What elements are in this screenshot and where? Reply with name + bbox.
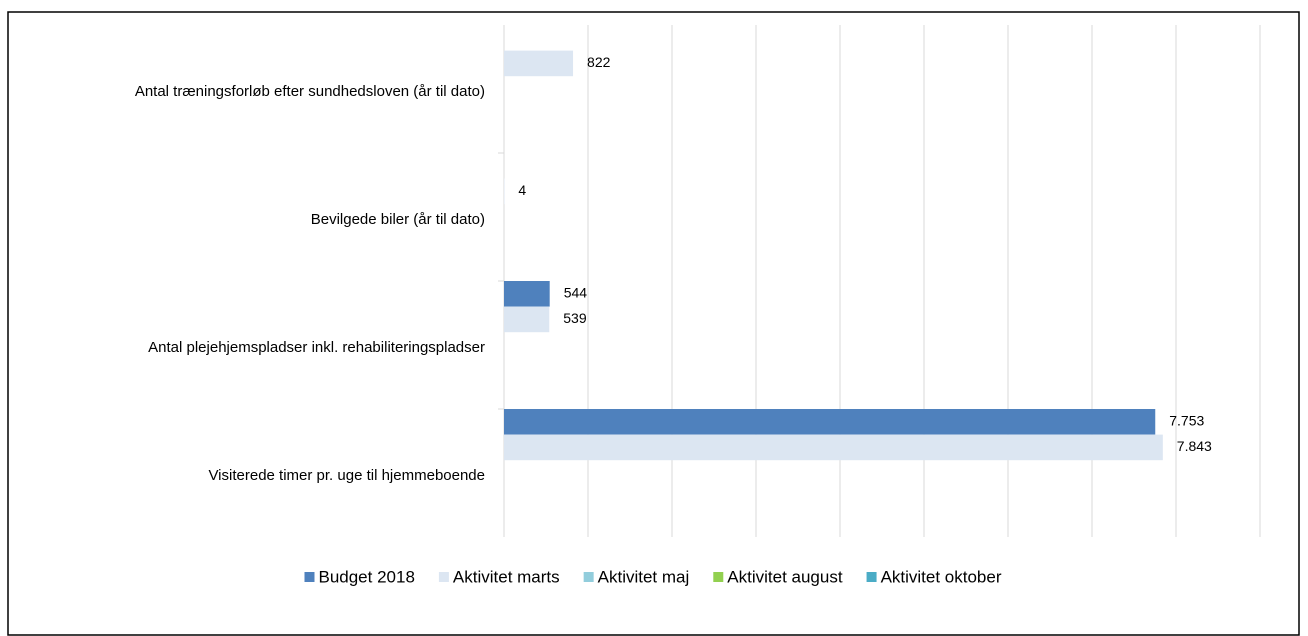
bar xyxy=(504,434,1163,461)
legend-swatch xyxy=(304,572,315,582)
y-tick-label: Antal træningsforløb efter sundhedsloven… xyxy=(135,83,485,100)
y-tick-label: Antal plejehjemspladser inkl. rehabilite… xyxy=(148,339,485,356)
y-tick-label: Visiterede timer pr. uge til hjemmeboend… xyxy=(208,467,485,484)
legend-swatch xyxy=(713,572,724,582)
data-label: 7.753 xyxy=(1169,413,1204,429)
bar xyxy=(504,178,505,205)
chart-border xyxy=(7,11,1300,636)
data-label: 539 xyxy=(563,310,587,326)
legend-label: Aktivitet marts xyxy=(453,567,560,586)
legend-swatch xyxy=(866,572,877,582)
legend-label: Aktivitet august xyxy=(727,567,843,586)
bar xyxy=(504,306,550,333)
bar xyxy=(504,409,1156,435)
data-label: 544 xyxy=(564,285,588,301)
data-label: 4 xyxy=(518,182,526,198)
legend-swatch xyxy=(438,572,449,582)
y-tick-label: Bevilgede biler (år til dato) xyxy=(311,211,485,228)
legend-label: Aktivitet oktober xyxy=(881,567,1002,586)
bar xyxy=(504,50,574,77)
legend-label: Budget 2018 xyxy=(318,567,414,586)
data-label: 7.843 xyxy=(1177,438,1212,454)
legend-swatch xyxy=(583,572,594,582)
legend-label: Aktivitet maj xyxy=(598,567,690,586)
data-label: 822 xyxy=(587,54,611,70)
bar xyxy=(504,281,550,307)
